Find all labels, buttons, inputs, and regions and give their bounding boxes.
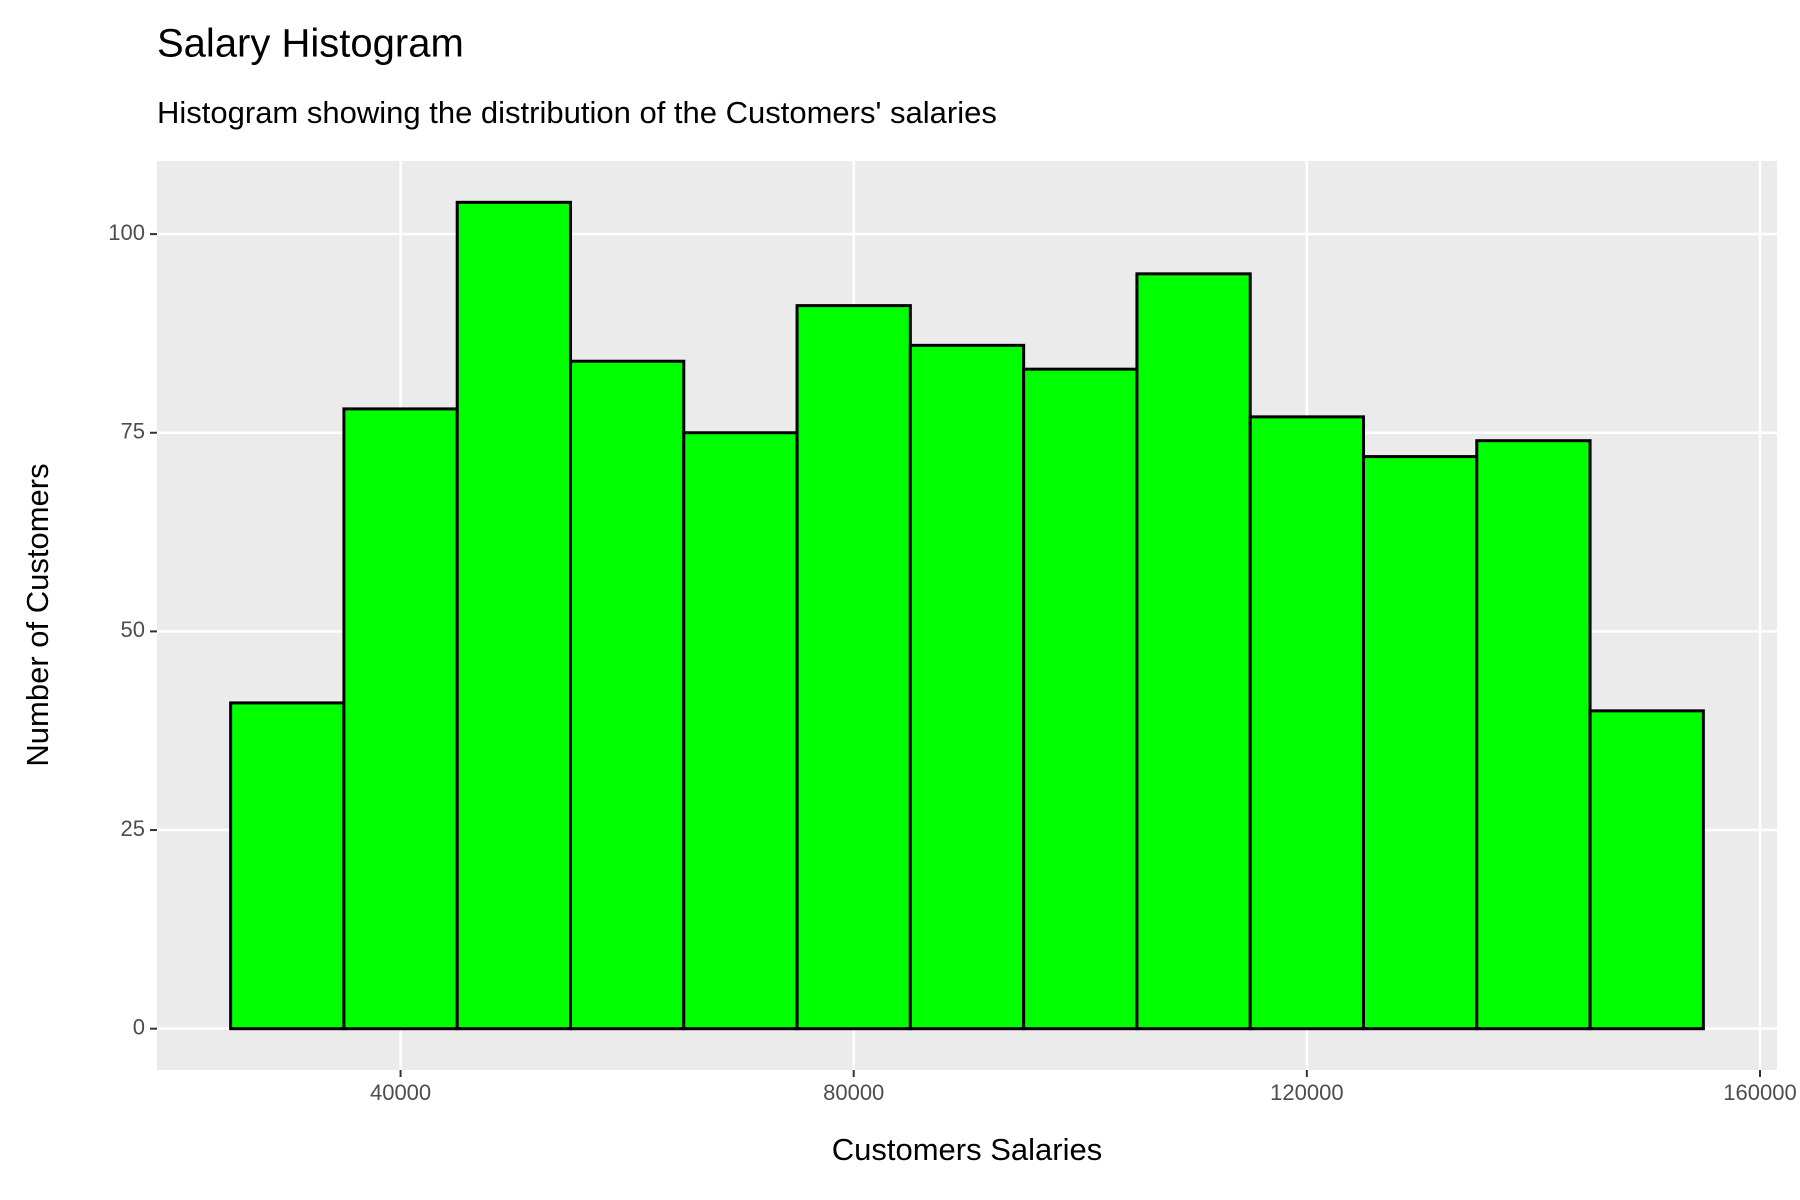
bar xyxy=(229,701,346,1031)
y-tick-label: 100 xyxy=(108,220,145,245)
bar xyxy=(1248,415,1366,1031)
x-axis-title: Customers Salaries xyxy=(832,1132,1102,1167)
x-tick-label: 120000 xyxy=(1270,1080,1343,1105)
bar xyxy=(1362,455,1479,1031)
chart-subtitle: Histogram showing the distribution of th… xyxy=(157,95,997,130)
y-axis-title: Number of Customers xyxy=(20,463,55,766)
bar xyxy=(1022,367,1139,1031)
chart-title: Salary Histogram xyxy=(157,22,464,66)
bar xyxy=(682,431,799,1031)
x-tick-label: 40000 xyxy=(370,1080,431,1105)
bar xyxy=(455,200,572,1031)
x-tick-label: 160000 xyxy=(1723,1080,1796,1105)
y-tick-label: 25 xyxy=(121,816,145,841)
bar xyxy=(1475,439,1592,1031)
bar xyxy=(795,304,912,1031)
y-tick-label: 50 xyxy=(121,617,145,642)
y-tick-label: 0 xyxy=(133,1014,145,1039)
bar xyxy=(1588,709,1705,1031)
bar xyxy=(908,343,1026,1031)
bar xyxy=(1135,272,1252,1031)
y-tick-label: 75 xyxy=(121,419,145,444)
bar xyxy=(568,359,686,1031)
x-tick-label: 80000 xyxy=(823,1080,884,1105)
bar xyxy=(342,407,459,1031)
